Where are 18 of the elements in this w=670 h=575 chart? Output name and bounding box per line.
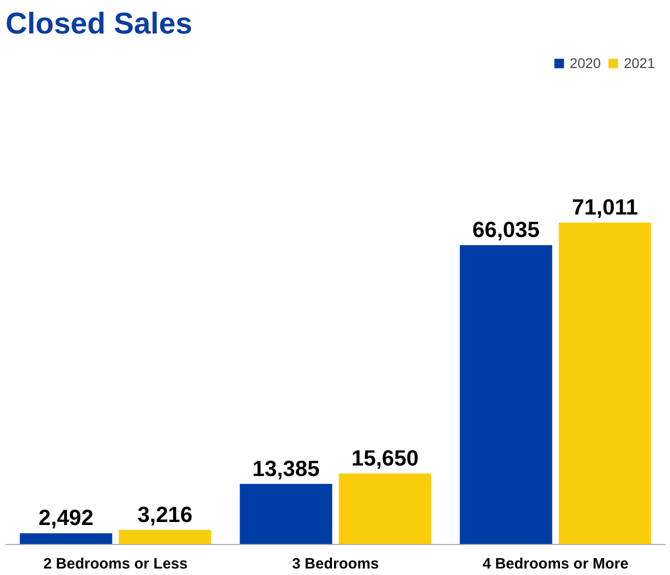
data-label: 13,385 — [252, 456, 320, 481]
bar — [240, 484, 332, 544]
bar — [460, 245, 552, 544]
legend-label: 2020 — [570, 55, 601, 71]
bar — [338, 474, 432, 544]
data-label: 15,650 — [351, 446, 419, 471]
data-label: 2,492 — [38, 505, 94, 530]
legend-label: 2021 — [624, 55, 655, 71]
data-label: 3,216 — [137, 502, 193, 527]
data-label: 71,011 — [572, 194, 638, 220]
chart-title: Closed Sales — [6, 8, 192, 40]
x-tick-label: 4 Bedrooms or More — [482, 556, 628, 572]
x-tick-label: 3 Bedrooms — [292, 556, 379, 572]
bar — [558, 222, 652, 544]
bar — [20, 533, 112, 544]
x-tick-label: 2 Bedrooms or Less — [43, 556, 188, 572]
data-label: 66,035 — [472, 217, 540, 242]
bar — [118, 530, 212, 544]
